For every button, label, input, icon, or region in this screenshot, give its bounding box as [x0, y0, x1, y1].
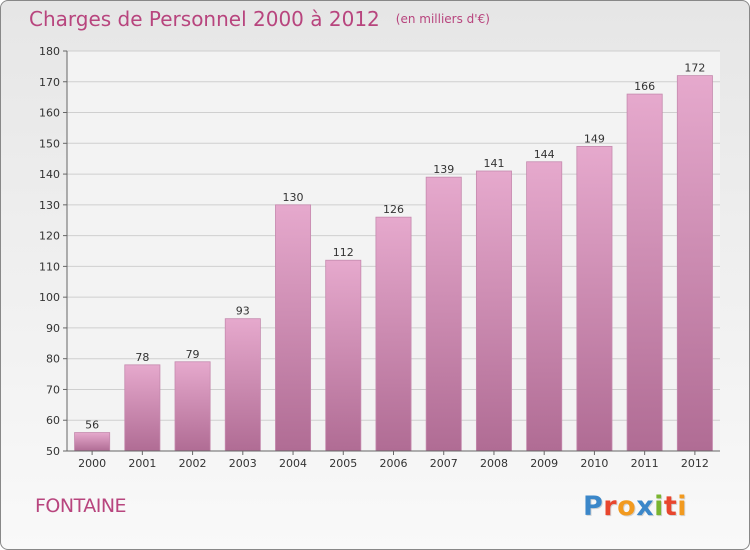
data-label: 78 [135, 351, 149, 364]
bar-2001 [124, 364, 161, 452]
logo-letter: i [654, 491, 664, 522]
y-tick-label: 80 [46, 353, 60, 366]
y-tick-label: 140 [39, 168, 60, 181]
bar-2011 [626, 93, 663, 452]
y-tick-label: 70 [46, 383, 60, 396]
bar-2003 [224, 318, 261, 452]
x-tick-label: 2002 [179, 457, 207, 470]
axis-layer: 50 60 70 80 90 100 110 120 130 140 150 160 170 180 200… [39, 45, 720, 470]
x-tick-label: 2007 [430, 457, 458, 470]
chart-title: Charges de Personnel 2000 à 2012 (en mill… [29, 7, 490, 31]
y-tick-label: 100 [39, 291, 60, 304]
data-label: 166 [634, 80, 655, 93]
data-label: 172 [684, 62, 705, 75]
bar-2006 [375, 216, 412, 452]
bar-2007 [425, 176, 462, 452]
logo-letter: t [663, 491, 678, 522]
y-tick-label: 60 [46, 414, 60, 427]
y-tick-label: 90 [46, 322, 60, 335]
data-label: 79 [186, 348, 200, 361]
data-label: 126 [383, 203, 404, 216]
y-tick-label: 130 [39, 199, 60, 212]
y-tick-label: 180 [39, 45, 60, 58]
bar-2012 [676, 75, 713, 452]
bar-2009 [526, 161, 563, 452]
x-tick-label: 2001 [128, 457, 156, 470]
data-label: 141 [483, 157, 504, 170]
y-tick-label: 170 [39, 76, 60, 89]
data-label: 139 [433, 163, 454, 176]
data-label: 112 [333, 246, 354, 259]
logo-letter: P [583, 491, 604, 522]
x-tick-label: 2000 [78, 457, 106, 470]
logo-letter: o [617, 491, 637, 522]
proxiti-logo[interactable]: Proxiti [583, 491, 687, 522]
x-tick-label: 2009 [530, 457, 558, 470]
y-tick-label: 160 [39, 107, 60, 120]
city-name: FONTAINE [35, 495, 127, 517]
data-label: 144 [534, 148, 555, 161]
x-tick-label: 2005 [329, 457, 357, 470]
chart-title-text: Charges de Personnel 2000 à 2012 [29, 7, 380, 31]
bars-layer: 56 78 79 93 130 112 126 139 141 144 149 166 172 [74, 62, 713, 452]
data-label: 56 [85, 419, 99, 432]
x-tick-label: 2004 [279, 457, 307, 470]
data-label: 130 [283, 191, 304, 204]
data-label: 93 [236, 305, 250, 318]
bar-2004 [275, 204, 312, 452]
data-label: 149 [584, 132, 605, 145]
x-tick-label: 2011 [631, 457, 659, 470]
x-tick-label: 2008 [480, 457, 508, 470]
logo-letter: x [636, 491, 655, 522]
y-tick-label: 120 [39, 230, 60, 243]
x-tick-label: 2006 [380, 457, 408, 470]
bar-2002 [174, 361, 211, 452]
bar-2000 [74, 432, 111, 452]
logo-letter: r [603, 491, 618, 522]
chart-subtitle: (en milliers d'€) [395, 12, 490, 26]
x-tick-label: 2003 [229, 457, 257, 470]
x-tick-label: 2012 [681, 457, 709, 470]
bar-2008 [475, 170, 512, 452]
y-tick-label: 50 [46, 445, 60, 458]
x-tick-label: 2010 [580, 457, 608, 470]
bar-2005 [325, 259, 362, 452]
logo-letter: i [677, 491, 688, 522]
bar-2010 [576, 145, 613, 452]
y-tick-label: 110 [39, 260, 60, 273]
y-tick-label: 150 [39, 137, 60, 150]
